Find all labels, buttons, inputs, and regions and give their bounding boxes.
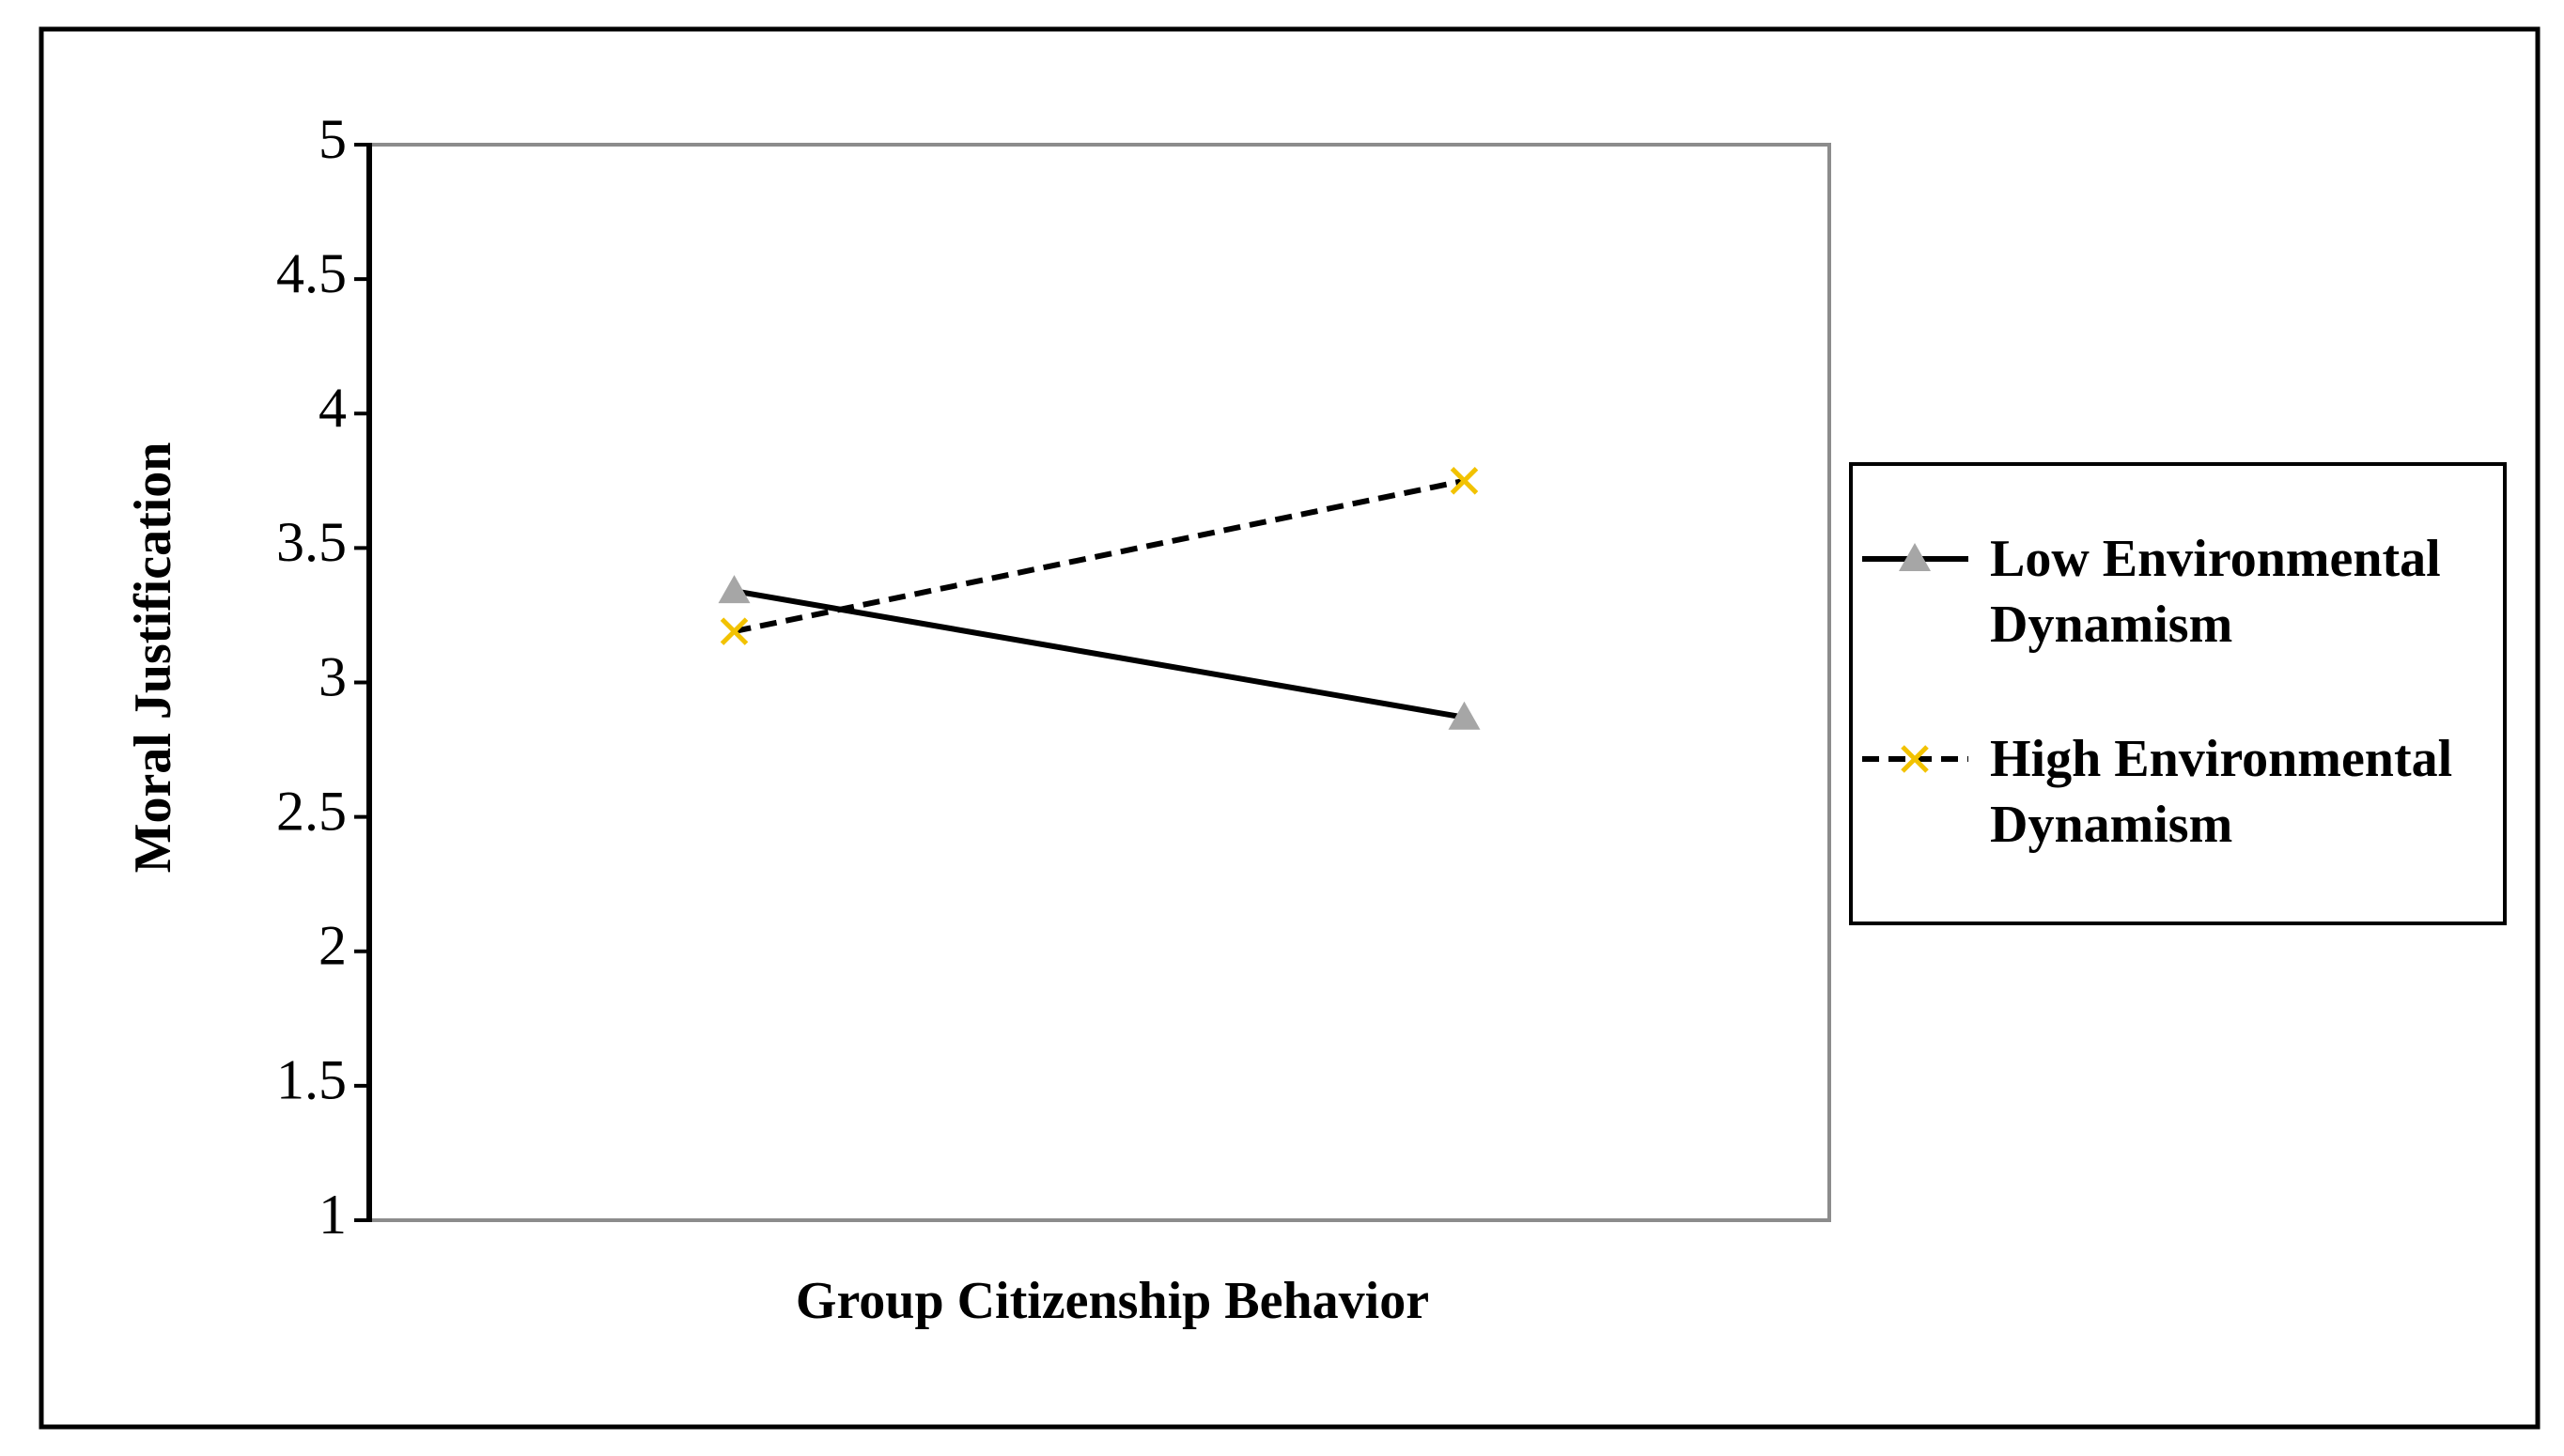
chart-frame xyxy=(39,26,2541,1430)
y-axis-label: Moral Justification xyxy=(124,442,182,874)
y-tick-label: 2 xyxy=(319,915,347,977)
y-tick-label: 3.5 xyxy=(276,511,347,573)
legend-box xyxy=(1849,462,2507,925)
series-line xyxy=(733,477,1466,635)
data-point xyxy=(718,575,751,604)
y-tick-label: 1 xyxy=(319,1184,347,1246)
legend-marker xyxy=(1899,543,1931,571)
data-point xyxy=(720,617,749,645)
legend-marker xyxy=(1901,745,1929,773)
legend-label: Low Environmental Dynamism xyxy=(1990,530,2441,654)
y-tick-label: 5 xyxy=(319,108,347,170)
plot-frame xyxy=(367,143,1831,1222)
y-tick-label: 2.5 xyxy=(276,780,347,842)
y-tick-label: 1.5 xyxy=(276,1049,347,1111)
y-tick-label: 4.5 xyxy=(276,242,347,304)
data-point xyxy=(1448,701,1481,730)
y-tick-label: 3 xyxy=(319,645,347,707)
x-axis-label: Group Citizenship Behavior xyxy=(796,1272,1429,1330)
legend-label: High Environmental Dynamism xyxy=(1990,730,2453,854)
data-point xyxy=(1450,467,1479,495)
series-line xyxy=(733,588,1466,720)
y-tick-label: 4 xyxy=(319,377,347,439)
